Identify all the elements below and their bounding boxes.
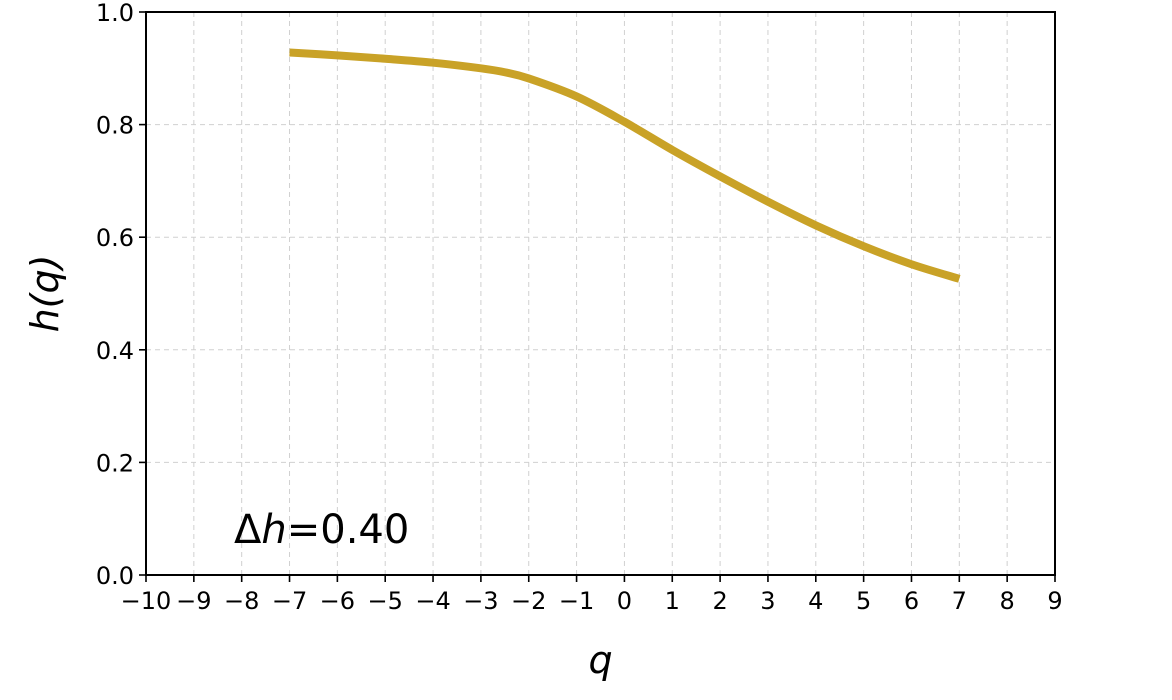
x-tick-label: −10 — [121, 587, 172, 615]
y-tick-label: 1.0 — [96, 0, 134, 27]
y-tick-label: 0.2 — [96, 449, 134, 477]
y-tick-label: 0.8 — [96, 112, 134, 140]
x-tick-label: 5 — [856, 587, 871, 615]
x-tick-label: 9 — [1047, 587, 1062, 615]
plot-frame — [145, 11, 1056, 576]
x-tick-label: 6 — [904, 587, 919, 615]
x-axis: −10 −9 −8 −7 −6 −5 −4 −3 −2 −1 0 1 2 3 4 5 6 7 8 9 — [121, 575, 1063, 615]
y-tick-label: 0.4 — [96, 337, 134, 365]
x-tick-label: 3 — [760, 587, 775, 615]
x-tick-label: 7 — [952, 587, 967, 615]
x-axis-label: q — [588, 638, 612, 682]
x-tick-label: 2 — [712, 587, 727, 615]
x-tick-label: −6 — [320, 587, 355, 615]
y-axis-label: h(q) — [23, 255, 67, 333]
x-tick-label: −3 — [463, 587, 498, 615]
annotation-var: h — [261, 507, 286, 553]
y-axis: 0.0 0.2 0.4 0.6 0.8 1.0 — [96, 0, 146, 590]
y-tick-label: 0.6 — [96, 224, 134, 252]
x-tick-label: −4 — [415, 587, 450, 615]
x-tick-label: 0 — [617, 587, 632, 615]
x-tick-label: 1 — [665, 587, 680, 615]
series-layer — [289, 48, 961, 283]
annotation-value: =0.40 — [287, 507, 410, 553]
x-tick-label: −2 — [511, 587, 546, 615]
x-tick-label: −9 — [176, 587, 211, 615]
x-tick-label: −1 — [559, 587, 594, 615]
x-tick-label: −8 — [224, 587, 259, 615]
y-tick-label: 0.0 — [96, 562, 134, 590]
x-tick-label: 4 — [808, 587, 823, 615]
series-line — [289, 48, 961, 283]
x-tick-label: 8 — [1000, 587, 1015, 615]
annotation-prefix: Δ — [234, 507, 262, 553]
x-tick-label: −7 — [272, 587, 307, 615]
delta-h-annotation: Δh=0.40 — [234, 507, 409, 553]
grid — [145, 11, 1056, 576]
x-tick-label: −5 — [368, 587, 403, 615]
